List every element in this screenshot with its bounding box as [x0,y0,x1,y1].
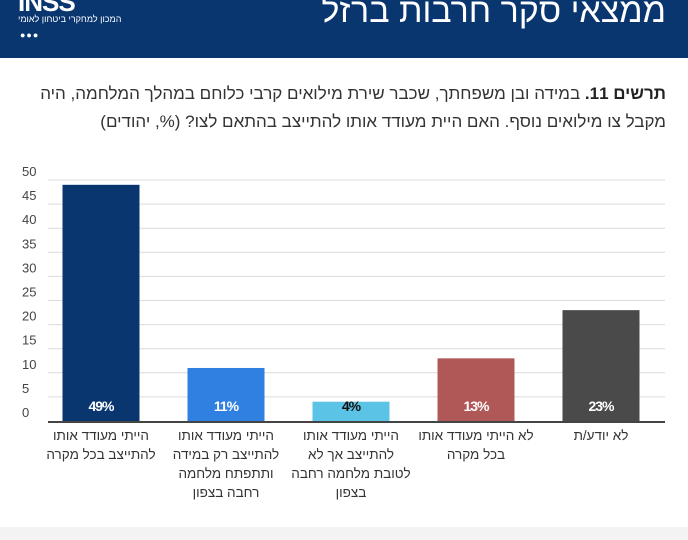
bar [62,184,140,421]
x-category-label: לא יודע/ת [573,428,629,443]
x-category-label: הייתי מעודד אותו להתייצב בכל מקרה [46,428,156,462]
chart-number: תרשים 11. [584,84,666,103]
y-tick-label: 5 [22,381,29,396]
y-tick-label: 0 [22,405,29,420]
bar [187,367,265,421]
y-tick-label: 25 [22,285,36,300]
data-label: 13% [463,398,490,414]
bar [437,358,515,421]
y-tick-label: 20 [22,309,36,324]
header-bar: INSS המכון למחקרי ביטחון לאומי ●●● ממצאי… [0,0,688,58]
data-label: 49% [88,398,115,414]
y-tick-label: 15 [22,333,36,348]
bar [562,310,640,421]
page-title: ממצאי סקר חרבות ברזל [321,0,666,30]
x-category-label: הייתי מעודד אותו להתייצב אך לא לטובת מלח… [291,428,411,500]
x-category-label: לא הייתי מעודד אותו בכל מקרה [418,428,534,462]
logo-mark: INSS [18,0,76,17]
data-label: 4% [342,398,362,414]
y-tick-label: 45 [22,188,36,203]
question-text: במידה ובן משפחתך, שכבר שירת מילואים קרבי… [40,84,666,131]
y-tick-label: 50 [22,164,36,179]
bar-chart: 0 5 10 15 20 25 30 35 40 45 50 49% 11% 4% 13% 23% [22,164,665,423]
logo-dots-icon: ●●● [20,30,40,40]
y-tick-label: 10 [22,357,36,372]
x-category-label: הייתי מעודד אותו להתייצב רק במידה ותתפתח… [172,428,280,500]
y-tick-label: 30 [22,260,36,275]
chart-question: תרשים 11. במידה ובן משפחתך, שכבר שירת מי… [18,80,666,136]
logo-subtitle: המכון למחקרי ביטחון לאומי [18,14,122,24]
data-label: 11% [214,398,240,414]
y-tick-label: 35 [22,236,36,251]
bar [312,401,390,421]
y-tick-label: 40 [22,212,36,227]
data-label: 23% [588,398,615,414]
footer-band [0,527,688,540]
